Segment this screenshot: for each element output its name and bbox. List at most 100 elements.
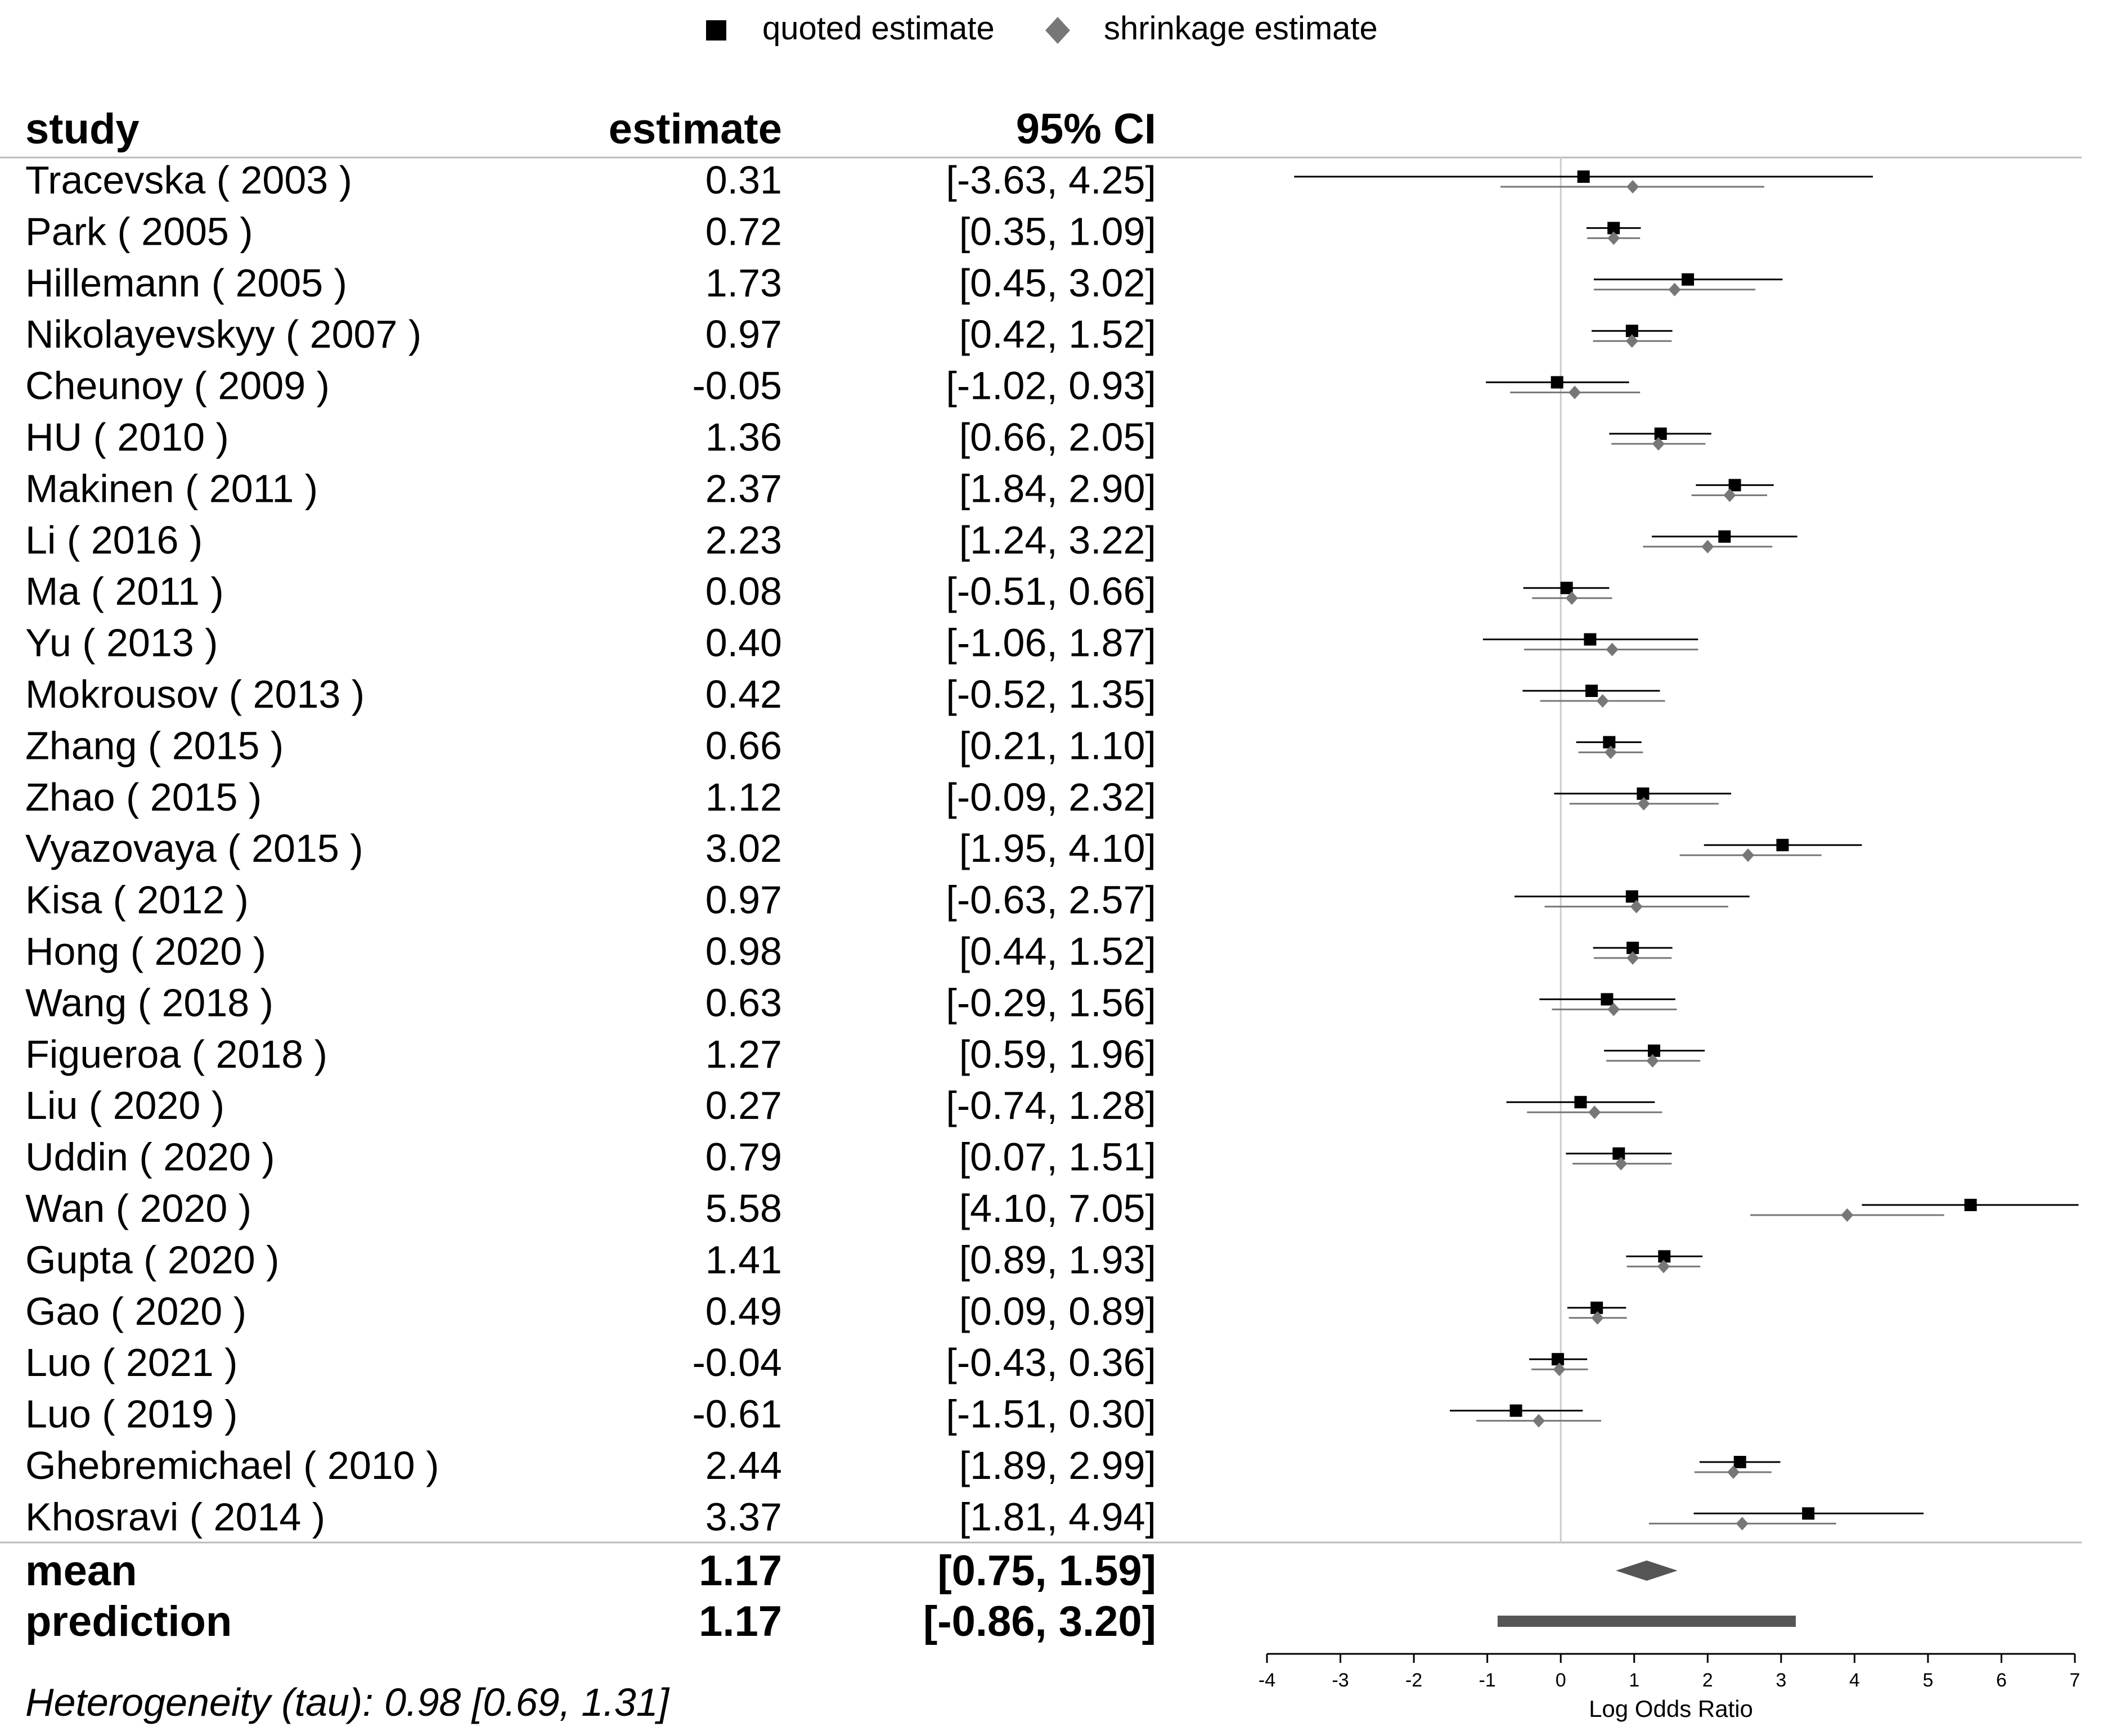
study-estimate: 0.97 (706, 312, 782, 356)
x-tick-label: 0 (1556, 1670, 1566, 1691)
study-ci: [1.89, 2.99] (959, 1443, 1156, 1487)
x-tick-label: 5 (1922, 1670, 1933, 1691)
study-ci: [-3.63, 4.25] (946, 158, 1156, 202)
prediction-label: prediction (25, 1598, 232, 1645)
study-label: Wang ( 2018 ) (25, 981, 273, 1024)
study-estimate: 2.44 (706, 1443, 782, 1487)
study-estimate: 1.73 (706, 261, 782, 305)
quoted-point (1577, 170, 1590, 183)
study-ci: [1.95, 4.10] (959, 826, 1156, 870)
study-row: Ghebremichael ( 2010 ) 2.44 [1.89, 2.99] (25, 1443, 1781, 1487)
shrinkage-point (1568, 385, 1581, 399)
quoted-point (1590, 1301, 1603, 1314)
column-header-ci: 95% CI (1016, 105, 1156, 153)
prediction-bar (1497, 1616, 1796, 1627)
study-ci: [0.21, 1.10] (959, 723, 1156, 767)
study-ci: [-0.43, 0.36] (946, 1341, 1156, 1384)
legend-shrinkage-marker (1045, 17, 1070, 44)
study-ci: [0.07, 1.51] (959, 1135, 1156, 1179)
study-ci: [0.45, 3.02] (959, 261, 1156, 305)
shrinkage-point (1630, 900, 1643, 914)
study-label: Ghebremichael ( 2010 ) (25, 1443, 439, 1487)
shrinkage-point (1701, 539, 1714, 554)
study-ci: [-0.09, 2.32] (946, 775, 1156, 819)
study-estimate: 2.37 (706, 466, 782, 510)
shrinkage-point (1606, 642, 1619, 656)
study-estimate: 0.98 (706, 929, 782, 973)
study-row: Mokrousov ( 2013 ) 0.42 [-0.52, 1.35] (25, 672, 1665, 716)
study-row: Zhang ( 2015 ) 0.66 [0.21, 1.10] (25, 723, 1643, 767)
study-row: Wan ( 2020 ) 5.58 [4.10, 7.05] (25, 1186, 2079, 1230)
study-row: Vyazovaya ( 2015 ) 3.02 [1.95, 4.10] (25, 826, 1862, 870)
quoted-point (1625, 890, 1638, 903)
shrinkage-point (1841, 1208, 1854, 1222)
column-header-estimate: estimate (609, 105, 782, 153)
x-tick-label: -4 (1259, 1670, 1275, 1691)
study-row: Wang ( 2018 ) 0.63 [-0.29, 1.56] (25, 981, 1677, 1024)
study-ci: [-1.06, 1.87] (946, 621, 1156, 665)
study-label: Ma ( 2011 ) (25, 569, 224, 613)
quoted-point (1647, 1044, 1660, 1057)
shrinkage-point (1637, 797, 1650, 811)
column-header-study: study (25, 105, 140, 153)
legend-shrinkage-label: shrinkage estimate (1104, 10, 1378, 47)
study-row: Luo ( 2019 ) -0.61 [-1.51, 0.30] (25, 1392, 1601, 1436)
x-tick-label: 1 (1629, 1670, 1639, 1691)
shrinkage-point (1723, 488, 1736, 502)
heterogeneity-text: Heterogeneity (tau): 0.98 [0.69, 1.31] (25, 1680, 670, 1724)
x-tick-label: 2 (1702, 1670, 1713, 1691)
study-label: Luo ( 2019 ) (25, 1392, 237, 1436)
quoted-point (1509, 1404, 1522, 1417)
study-estimate: 0.63 (706, 981, 782, 1024)
study-row: Hillemann ( 2005 ) 1.73 [0.45, 3.02] (25, 261, 1783, 305)
study-ci: [1.24, 3.22] (959, 518, 1156, 562)
x-tick-label: 6 (1996, 1670, 2007, 1691)
quoted-point (1607, 222, 1620, 235)
x-tick-label: -2 (1405, 1670, 1422, 1691)
study-row: Luo ( 2021 ) -0.04 [-0.43, 0.36] (25, 1341, 1588, 1384)
x-tick-label: -1 (1479, 1670, 1496, 1691)
study-estimate: 0.31 (706, 158, 782, 202)
mean-ci: [0.75, 1.59] (937, 1547, 1156, 1595)
quoted-point (1733, 1456, 1746, 1468)
quoted-point (1574, 1096, 1587, 1109)
study-estimate: 2.23 (706, 518, 782, 562)
study-label: Nikolayevskyy ( 2007 ) (25, 312, 421, 356)
shrinkage-point (1657, 1260, 1670, 1274)
study-label: Zhao ( 2015 ) (25, 775, 262, 819)
study-ci: [0.42, 1.52] (959, 312, 1156, 356)
quoted-point (1964, 1199, 1977, 1211)
quoted-point (1626, 942, 1639, 954)
quoted-point (1585, 685, 1598, 697)
quoted-point (1601, 993, 1614, 1006)
study-ci: [1.84, 2.90] (959, 466, 1156, 510)
quoted-point (1551, 1353, 1564, 1366)
study-row: Kisa ( 2012 ) 0.97 [-0.63, 2.57] (25, 878, 1750, 922)
shrinkage-point (1533, 1414, 1545, 1428)
shrinkage-point (1727, 1465, 1740, 1479)
study-row: Gupta ( 2020 ) 1.41 [0.89, 1.93] (25, 1238, 1703, 1281)
study-estimate: 1.27 (706, 1032, 782, 1076)
study-ci: [-1.51, 0.30] (946, 1392, 1156, 1436)
x-tick-label: 7 (2070, 1670, 2080, 1691)
study-label: Yu ( 2013 ) (25, 621, 218, 665)
study-row: Zhao ( 2015 ) 1.12 [-0.09, 2.32] (25, 775, 1732, 819)
quoted-point (1802, 1507, 1815, 1520)
study-estimate: 0.40 (706, 621, 782, 665)
study-label: Li ( 2016 ) (25, 518, 203, 562)
study-label: Makinen ( 2011 ) (25, 466, 318, 510)
mean-label: mean (25, 1547, 137, 1595)
study-estimate: 5.58 (706, 1186, 782, 1230)
study-ci: [0.44, 1.52] (959, 929, 1156, 973)
study-label: Gupta ( 2020 ) (25, 1238, 279, 1281)
study-ci: [0.35, 1.09] (959, 209, 1156, 253)
quoted-point (1658, 1250, 1671, 1263)
x-axis: -4 -3 -2 -1 0 1 2 3 4 5 6 7 Log Odds Ratio (1259, 1653, 2080, 1722)
study-estimate: -0.05 (692, 364, 782, 408)
quoted-point (1603, 736, 1616, 749)
study-row: Gao ( 2020 ) 0.49 [0.09, 0.89] (25, 1289, 1627, 1333)
study-ci: [0.59, 1.96] (959, 1032, 1156, 1076)
study-ci: [0.66, 2.05] (959, 415, 1156, 459)
study-label: Liu ( 2020 ) (25, 1083, 224, 1127)
study-estimate: 0.72 (706, 209, 782, 253)
